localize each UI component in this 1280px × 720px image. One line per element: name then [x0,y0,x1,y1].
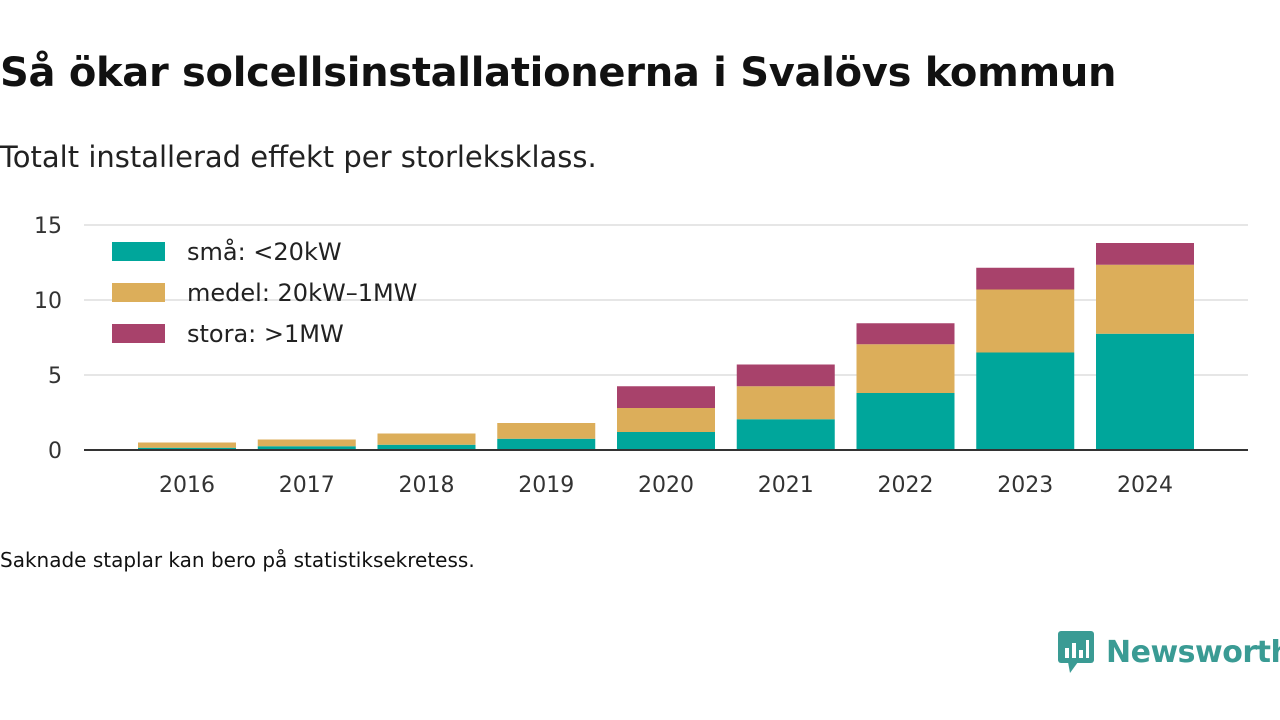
y-tick-label: 5 [48,364,62,389]
newsworthy-logo-icon [1058,631,1094,673]
bar-segment-2020-2 [617,408,715,432]
x-tick-label: 2020 [638,473,694,498]
bar-segment-2018-2 [377,433,476,445]
bar-segment-2023-2 [976,289,1075,353]
x-axis: 2016 2017 2018 2019 2020 2021 2022 2023 2024 [84,449,1248,498]
legend-label: stora: >1MW [187,320,344,348]
legend-label: medel: 20kW–1MW [187,279,417,307]
x-tick-label: 2022 [878,473,934,498]
bar-segment-2017-2 [257,439,356,447]
brand[interactable]: Newsworthy [1058,630,1280,674]
bar-segment-2022-3 [856,323,955,345]
bar-segment-2024-2 [1096,264,1194,334]
bar-segment-2020-3 [617,386,715,408]
x-tick-label: 2019 [518,473,574,498]
x-tick-label: 2016 [159,473,215,498]
bar-segment-2023-3 [976,267,1075,290]
legend-swatch [112,283,165,302]
bar-segment-2021-2 [736,386,835,420]
x-tick-label: 2021 [758,473,814,498]
y-tick-label: 15 [34,214,62,239]
bar-segment-2021-1 [736,419,835,450]
legend-label: små: <20kW [187,237,342,266]
legend-swatch [112,242,165,261]
chart-subtitle: Totalt installerad effekt per storlekskl… [0,140,597,174]
bar-segment-2024-3 [1096,243,1194,265]
y-tick-label: 0 [48,439,62,464]
bar-segment-2018-1 [377,444,476,450]
footnote: Saknade staplar kan bero på statistiksek… [0,548,475,572]
bar-segment-2021-3 [736,364,835,387]
bar-segment-2024-1 [1096,333,1194,450]
x-tick-label: 2017 [279,473,335,498]
bar-segment-2022-1 [856,393,955,450]
legend-swatch [112,324,165,343]
x-tick-label: 2023 [997,473,1053,498]
x-tick-label: 2024 [1117,473,1173,498]
x-tick-label: 2018 [399,473,455,498]
bar-segment-2022-2 [856,344,955,393]
bar-segment-2020-1 [617,432,715,450]
bar-segment-2016-2 [138,442,236,448]
legend: små: <20kW medel: 20kW–1MW stora: >1MW [112,237,417,348]
chart-title: Så ökar solcellsinstallationerna i Svalö… [0,50,1117,96]
y-tick-label: 10 [34,289,62,314]
bar-segment-2019-2 [497,423,596,439]
bar-segment-2019-1 [497,438,596,450]
y-axis: 0 5 10 15 [34,214,62,464]
bars [138,243,1194,450]
brand-name: Newsworthy [1106,634,1280,670]
bar-segment-2023-1 [976,352,1075,450]
bar-segment-2017-1 [257,446,356,450]
bar-segment-2016-1 [138,447,236,450]
